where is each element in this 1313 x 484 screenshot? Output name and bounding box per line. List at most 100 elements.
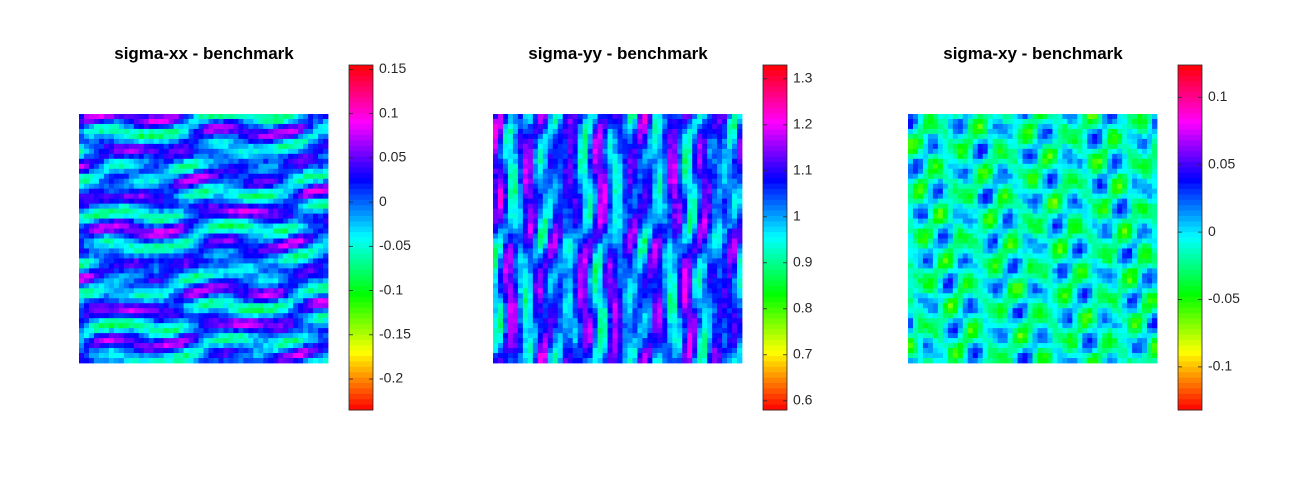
- heatmap-cell: [208, 114, 214, 120]
- heatmap-cell: [712, 138, 718, 145]
- heatmap-cell: [642, 248, 648, 254]
- heatmap-cell: [298, 143, 304, 150]
- heatmap-cell: [233, 273, 239, 279]
- heatmap-cell: [248, 323, 254, 329]
- heatmap-cell: [632, 303, 638, 309]
- heatmap-cell: [303, 123, 309, 130]
- heatmap-cell: [632, 128, 638, 135]
- heatmap-cell: [313, 248, 319, 254]
- heatmap-cell: [178, 148, 184, 155]
- heatmap-cell: [732, 158, 738, 165]
- heatmap-cell: [188, 138, 194, 145]
- heatmap-cell: [517, 228, 524, 234]
- heatmap-cell: [622, 308, 628, 314]
- heatmap-cell: [687, 338, 693, 344]
- heatmap-cell: [308, 188, 314, 195]
- heatmap-cell: [323, 298, 329, 304]
- heatmap-cell: [687, 273, 693, 279]
- heatmap-cell: [722, 158, 728, 165]
- heatmap-cell: [268, 153, 274, 160]
- heatmap-cell: [103, 338, 110, 344]
- heatmap-cell: [597, 268, 603, 274]
- heatmap-cell: [213, 153, 219, 160]
- heatmap-cell: [692, 173, 698, 180]
- heatmap-cell: [173, 123, 179, 130]
- heatmap-cell: [617, 133, 623, 140]
- heatmap-cell: [153, 258, 160, 264]
- heatmap-cell: [587, 128, 593, 135]
- heatmap-cell: [208, 358, 214, 364]
- heatmap-cell: [732, 138, 738, 145]
- heatmap-cell: [308, 253, 314, 259]
- heatmap-cell: [672, 228, 678, 234]
- heatmap-cell: [193, 114, 199, 120]
- heatmap-cell: [672, 183, 678, 190]
- heatmap-cell: [303, 228, 309, 234]
- heatmap-cell: [103, 308, 110, 314]
- heatmap-cell: [712, 298, 718, 304]
- heatmap-cell: [702, 183, 708, 190]
- heatmap-cell: [238, 303, 244, 309]
- heatmap-cell: [168, 268, 175, 274]
- heatmap-cell: [113, 208, 120, 214]
- heatmap-cell: [717, 248, 723, 254]
- heatmap-cell: [672, 188, 678, 195]
- heatmap-cell: [647, 118, 653, 125]
- heatmap-cell: [278, 153, 284, 160]
- heatmap-cell: [502, 158, 509, 165]
- heatmap-cell: [662, 173, 668, 180]
- heatmap-cell: [512, 303, 519, 309]
- heatmap-cell: [323, 223, 329, 229]
- heatmap-cell: [168, 253, 175, 259]
- heatmap-cell: [133, 283, 140, 289]
- heatmap-cell: [128, 328, 135, 334]
- heatmap-cell: [88, 338, 95, 344]
- heatmap-cell: [547, 208, 554, 214]
- heatmap-cell: [308, 248, 314, 254]
- heatmap-cell: [537, 193, 544, 200]
- heatmap-cell: [617, 138, 623, 145]
- heatmap-cell: [537, 163, 544, 170]
- heatmap-cell: [542, 298, 549, 304]
- colorbar-segment: [349, 237, 373, 244]
- heatmap-cell: [118, 168, 125, 175]
- heatmap-cell: [238, 178, 244, 185]
- heatmap-cell: [118, 208, 125, 214]
- heatmap-cell: [677, 123, 683, 130]
- heatmap-cell: [542, 338, 549, 344]
- heatmap-cell: [567, 278, 574, 284]
- heatmap-cell: [88, 233, 95, 239]
- heatmap-cell: [597, 348, 603, 354]
- heatmap-cell: [522, 323, 529, 329]
- heatmap-cell: [732, 343, 738, 349]
- heatmap-cell: [572, 268, 579, 274]
- heatmap-cell: [223, 213, 229, 219]
- heatmap-cell: [323, 313, 329, 319]
- heatmap-cell: [497, 208, 504, 214]
- heatmap-cell: [692, 323, 698, 329]
- heatmap-cell: [278, 338, 284, 344]
- heatmap-cell: [263, 198, 269, 205]
- heatmap-cell: [93, 213, 100, 219]
- heatmap-cell: [233, 358, 239, 364]
- heatmap-cell: [732, 303, 738, 309]
- heatmap-cell: [512, 243, 519, 249]
- heatmap-cell: [547, 118, 554, 125]
- heatmap-cell: [148, 173, 155, 180]
- heatmap-cell: [562, 318, 569, 324]
- heatmap-cell: [243, 293, 249, 299]
- heatmap-cell: [233, 318, 239, 324]
- heatmap-cell: [203, 313, 209, 319]
- heatmap-cell: [278, 343, 284, 349]
- heatmap-cell: [158, 218, 165, 224]
- heatmap-cell: [228, 148, 234, 155]
- heatmap-cell: [93, 258, 100, 264]
- heatmap-cell: [253, 343, 259, 349]
- heatmap-cell: [702, 218, 708, 224]
- heatmap-cell: [293, 258, 299, 264]
- heatmap-cell: [183, 208, 189, 214]
- heatmap-cell: [732, 348, 738, 354]
- heatmap-cell: [642, 228, 648, 234]
- heatmap-cell: [493, 253, 499, 259]
- heatmap-cell: [233, 198, 239, 205]
